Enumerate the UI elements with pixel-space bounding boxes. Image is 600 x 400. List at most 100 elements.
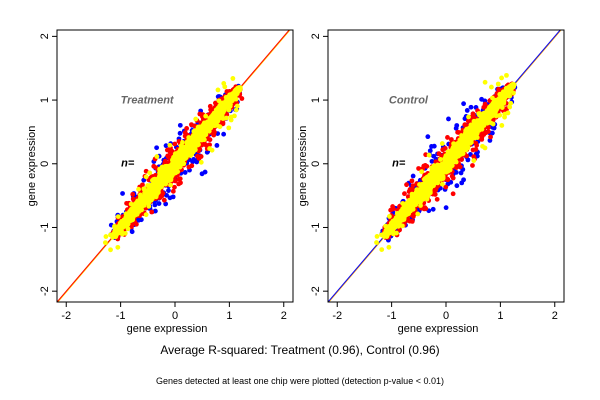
- data-point: [173, 153, 179, 159]
- data-point: [388, 207, 394, 213]
- data-point: [143, 174, 149, 180]
- data-point: [193, 116, 199, 122]
- data-point: [431, 153, 437, 159]
- data-point: [427, 148, 433, 154]
- data-point: [409, 186, 415, 192]
- data-point: [445, 135, 450, 140]
- data-point: [207, 137, 213, 143]
- data-point: [443, 184, 449, 190]
- data-point: [407, 218, 413, 224]
- n-annotation: n=: [121, 157, 135, 169]
- data-point: [189, 122, 194, 128]
- data-point: [232, 113, 237, 119]
- data-point: [156, 201, 162, 206]
- data-point: [170, 194, 176, 200]
- data-point: [209, 147, 215, 153]
- data-point: [138, 217, 144, 223]
- data-point: [410, 173, 416, 179]
- data-point: [168, 164, 174, 170]
- x-tick-label: 1: [226, 310, 232, 322]
- data-point: [474, 153, 480, 159]
- data-point: [172, 178, 178, 184]
- data-point: [158, 169, 164, 175]
- y-tick-label: 2: [39, 33, 51, 39]
- data-point: [438, 157, 443, 162]
- data-point: [464, 108, 470, 113]
- data-point: [103, 234, 109, 239]
- data-point: [228, 117, 234, 123]
- data-point: [198, 133, 203, 139]
- data-point: [133, 205, 139, 211]
- data-point: [202, 128, 208, 133]
- data-point: [124, 200, 129, 206]
- data-point: [119, 220, 125, 226]
- y-tick-label: -1: [39, 223, 51, 233]
- data-point: [431, 143, 437, 149]
- data-point: [442, 146, 448, 151]
- data-point: [172, 141, 178, 147]
- data-point: [197, 146, 202, 152]
- data-point: [115, 214, 121, 220]
- data-point: [402, 191, 407, 197]
- data-point: [198, 159, 204, 165]
- plot-area: [328, 30, 562, 302]
- data-point: [446, 116, 451, 122]
- x-tick-label: -2: [61, 310, 71, 322]
- data-point: [422, 162, 428, 168]
- data-point: [177, 122, 183, 128]
- data-point: [166, 188, 171, 193]
- data-point: [178, 180, 183, 186]
- panel-title: Treatment: [121, 94, 175, 106]
- data-point: [214, 143, 220, 148]
- data-point: [110, 233, 116, 239]
- data-point: [434, 196, 440, 202]
- x-axis-label: gene expression: [127, 323, 208, 335]
- data-point: [122, 230, 128, 236]
- data-point: [154, 154, 160, 159]
- data-point: [436, 151, 442, 157]
- data-point: [186, 164, 192, 170]
- data-point: [163, 181, 168, 187]
- data-point: [147, 170, 153, 176]
- data-point: [201, 120, 207, 126]
- data-point: [195, 153, 200, 159]
- data-point: [182, 156, 188, 161]
- data-point: [215, 114, 221, 119]
- plot-area: [57, 30, 291, 302]
- data-point: [461, 101, 466, 107]
- y-tick-label: 1: [39, 97, 51, 103]
- data-point: [448, 137, 454, 142]
- data-point: [163, 143, 169, 149]
- data-point: [453, 163, 459, 169]
- data-point: [168, 182, 173, 188]
- data-point: [157, 177, 163, 183]
- data-point: [141, 199, 147, 205]
- data-point: [479, 96, 484, 102]
- data-point: [208, 114, 214, 120]
- data-point: [230, 76, 236, 81]
- data-point: [112, 223, 117, 229]
- data-point: [182, 130, 188, 136]
- data-point: [468, 104, 474, 110]
- data-point: [422, 205, 428, 211]
- data-point: [160, 190, 166, 196]
- data-point: [142, 190, 148, 196]
- data-point: [226, 125, 232, 131]
- data-point: [464, 153, 469, 159]
- data-point: [473, 147, 479, 152]
- data-point: [161, 166, 167, 172]
- data-point: [457, 164, 463, 170]
- data-point: [237, 87, 243, 93]
- x-tick-label: 2: [281, 310, 287, 322]
- data-point: [425, 134, 431, 140]
- data-point: [491, 125, 497, 131]
- data-point: [172, 184, 177, 190]
- data-point: [151, 163, 157, 169]
- data-point: [136, 199, 142, 205]
- data-point: [230, 97, 236, 102]
- data-point: [141, 186, 147, 192]
- data-point: [207, 118, 213, 124]
- data-point: [220, 120, 226, 125]
- data-point: [164, 147, 170, 153]
